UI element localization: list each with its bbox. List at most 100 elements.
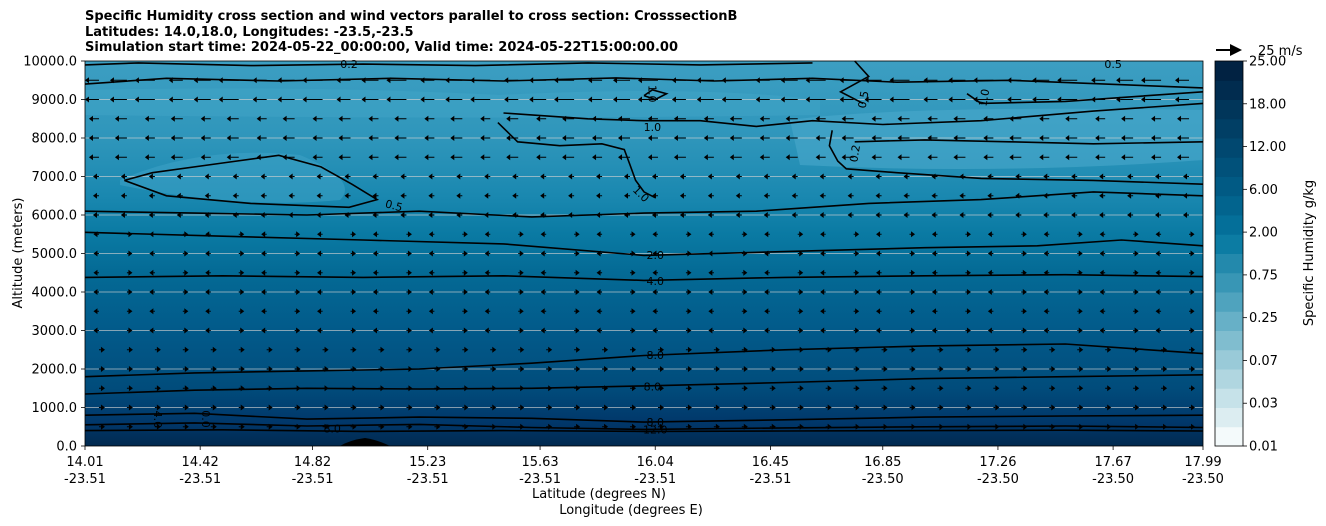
wind-vector-head <box>184 327 189 334</box>
wind-vector-head <box>903 212 908 218</box>
wind-vector-head <box>596 289 601 295</box>
wind-vector-head <box>764 308 769 315</box>
wind-vector-head <box>987 250 992 257</box>
wind-vector-head <box>352 269 357 276</box>
colorbar-segment <box>1215 349 1243 370</box>
colorbar-segment <box>1215 61 1243 81</box>
wind-vector-head <box>687 327 692 334</box>
wind-vector-head <box>841 154 846 161</box>
wind-vector-head <box>148 173 153 180</box>
colorbar-segment <box>1215 369 1243 389</box>
wind-vector-head <box>1191 404 1196 411</box>
wind-vector-head <box>596 308 601 315</box>
wind-vector-head <box>1116 77 1121 84</box>
wind-vector-head <box>128 346 133 353</box>
wind-vector-head <box>372 289 377 295</box>
wind-vector-head <box>703 135 708 141</box>
wind-vector-head <box>504 96 509 103</box>
wind-vector-head <box>256 115 261 122</box>
wind-vector-head <box>939 366 944 372</box>
contour-label: 2.0 <box>646 249 664 262</box>
wind-vector-head <box>592 154 597 161</box>
wind-vector-head <box>855 308 860 315</box>
wind-vector-head <box>1127 173 1132 180</box>
wind-vector-head <box>659 385 664 392</box>
contour-label: 1.0 <box>645 85 658 103</box>
wind-vector-head <box>252 96 257 103</box>
wind-vector-head <box>100 366 105 372</box>
wind-vector-head <box>128 385 133 392</box>
wind-vector-head <box>1183 173 1188 180</box>
wind-vector-head <box>687 289 692 295</box>
wind-vector-head <box>875 212 880 218</box>
wind-vector-head <box>931 308 936 315</box>
wind-vector-head <box>400 173 405 180</box>
wind-vector-head <box>966 269 971 276</box>
wind-vector-head <box>156 385 161 392</box>
wind-vector-head <box>344 192 349 199</box>
wind-vector-head <box>156 404 161 411</box>
wind-vector-head <box>707 192 712 199</box>
contour-label: 0.5 <box>856 90 872 109</box>
wind-vector-head <box>1043 327 1048 334</box>
wind-vector-head <box>268 366 273 372</box>
wind-vector-head <box>93 250 98 257</box>
contour-line <box>124 154 380 209</box>
wind-vector-head <box>156 346 161 353</box>
wind-vector-head <box>632 404 637 411</box>
wind-vector-head <box>708 231 713 238</box>
wind-vector-head <box>338 154 343 161</box>
wind-vector-head <box>1043 289 1048 295</box>
wind-vector-head <box>659 366 664 372</box>
wind-vector-head <box>261 231 266 238</box>
wind-vector-head <box>1175 96 1180 103</box>
wind-vector-head <box>372 250 377 257</box>
wind-vector-head <box>876 231 881 238</box>
wind-vector-head <box>764 327 769 334</box>
colorbar-tick-label: 6.00 <box>1249 183 1278 198</box>
wind-vector-head <box>1134 231 1139 238</box>
wind-vector-head <box>170 154 175 161</box>
contour-label: 8.0 <box>646 349 664 362</box>
wind-vector-head <box>911 346 916 353</box>
wind-vector-head <box>519 289 524 295</box>
wind-vector-head <box>721 96 726 103</box>
wind-vector-head <box>1107 366 1112 372</box>
wind-vector-head <box>927 154 932 161</box>
wind-vector-head <box>296 346 301 353</box>
wind-vector-head <box>1191 366 1196 372</box>
wind-vector-head <box>847 173 852 180</box>
dry-region <box>120 152 345 203</box>
wind-vector-head <box>1023 346 1028 353</box>
wind-vector-head <box>268 346 273 353</box>
wind-vector-head <box>966 327 971 334</box>
wind-vector-head <box>212 346 217 353</box>
wind-vector-head <box>261 250 266 257</box>
wind-vector-head <box>240 250 245 257</box>
wind-vector-head <box>1155 327 1160 334</box>
wind-vector-head <box>317 269 322 276</box>
wind-vector-head <box>464 404 469 411</box>
wind-vector-head <box>312 154 317 161</box>
wind-vector-head <box>277 96 282 103</box>
wind-vector-head <box>144 115 149 122</box>
wind-vector-head <box>92 173 97 180</box>
wind-vector-head <box>995 404 1000 411</box>
wind-vector-head <box>715 404 720 411</box>
wind-vector-head <box>205 308 210 315</box>
wind-vector-head <box>312 115 317 122</box>
wind-vector-head <box>149 289 154 295</box>
wind-vector-head <box>652 289 657 295</box>
wind-vector-head <box>480 115 485 122</box>
wind-vector-head <box>218 96 223 103</box>
colorbar-tick-label: 12.00 <box>1249 140 1286 155</box>
wind-vector-head <box>876 269 881 276</box>
wind-vector-head <box>1190 231 1195 238</box>
wind-vector-head <box>184 423 189 430</box>
wind-vector-head <box>240 308 245 315</box>
wind-vector-head <box>1099 250 1104 257</box>
wind-vector-head <box>631 269 636 276</box>
wind-vector-head <box>184 308 189 315</box>
wind-vector-head <box>855 289 860 295</box>
wind-vector-head <box>260 192 265 199</box>
